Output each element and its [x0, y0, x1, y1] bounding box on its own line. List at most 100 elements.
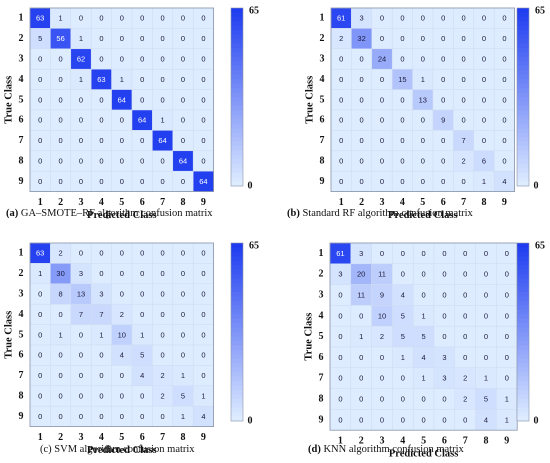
- cell-value-p4-r2-c5: 0: [422, 270, 426, 279]
- y-tick-p3-2: 2: [19, 268, 24, 279]
- cell-value-p2-r4-c5: 1: [421, 75, 425, 84]
- colorbar-segment-p4-12: [517, 291, 529, 297]
- colorbar-segment-p1-28: [231, 128, 243, 134]
- cell-value-p2-r2-c3: 0: [380, 34, 384, 43]
- colorbar-segment-p3-40: [231, 416, 243, 422]
- colorbar-segment-p4-31: [517, 376, 529, 382]
- cell-value-p2-r3-c8: 0: [482, 55, 486, 64]
- cell-value-p2-r5-c3: 0: [380, 95, 384, 104]
- caption-c-label: (c): [40, 444, 52, 455]
- cell-value-p4-r9-c9: 1: [505, 415, 509, 424]
- cell-value-p1-r4-c7: 0: [161, 75, 165, 84]
- cell-value-p4-r4-c4: 5: [401, 311, 405, 320]
- colorbar-segment-p3-7: [231, 269, 243, 275]
- colorbar-segment-p3-28: [231, 363, 243, 369]
- cell-value-p2-r1-c1: 61: [337, 14, 345, 23]
- cell-value-p3-r5-c7: 0: [161, 330, 165, 339]
- cell-value-p1-r6-c4: 0: [99, 116, 103, 125]
- cell-value-p1-r3-c3: 62: [77, 55, 85, 64]
- y-tick-p1-5: 5: [19, 94, 24, 105]
- colorbar-segment-p3-20: [231, 327, 243, 333]
- cell-value-p4-r8-c4: 0: [401, 395, 405, 404]
- cell-value-p3-r4-c5: 2: [120, 310, 124, 319]
- cell-value-p3-r7-c5: 0: [120, 371, 124, 380]
- cell-value-p2-r2-c6: 0: [441, 34, 445, 43]
- cell-value-p2-r9-c4: 0: [400, 177, 404, 186]
- x-axis-label-p4: Predicted Class: [389, 449, 459, 460]
- cell-value-p4-r9-c4: 0: [401, 415, 405, 424]
- cell-value-p2-r5-c4: 0: [400, 95, 404, 104]
- cell-value-p3-r6-c3: 0: [79, 351, 83, 360]
- cell-value-p4-r9-c3: 0: [380, 415, 384, 424]
- cell-value-p1-r5-c5: 64: [118, 95, 126, 104]
- cell-value-p2-r5-c9: 0: [502, 95, 506, 104]
- x-tick-p3-1: 1: [38, 432, 43, 443]
- cell-value-p2-r3-c9: 0: [502, 55, 506, 64]
- y-tick-p4-6: 6: [319, 352, 324, 363]
- cell-value-p2-r3-c6: 0: [441, 55, 445, 64]
- colorbar-segment-p4-22: [517, 336, 529, 342]
- y-axis-label-p1: True Class: [4, 76, 15, 124]
- x-tick-p4-1: 1: [338, 436, 343, 447]
- colorbar-segment-p3-25: [231, 349, 243, 355]
- cell-value-p4-r8-c9: 1: [505, 395, 509, 404]
- caption-b-text: Standard RF algorithm confusion matrix: [302, 208, 473, 219]
- colorbar-segment-p3-4: [231, 256, 243, 262]
- y-tick-p3-9: 9: [19, 411, 24, 422]
- cell-value-p4-r6-c4: 1: [401, 353, 405, 362]
- cell-value-p2-r1-c7: 0: [462, 14, 466, 23]
- cell-value-p3-r4-c4: 7: [99, 310, 103, 319]
- cell-value-p4-r7-c1: 0: [338, 374, 342, 383]
- x-tick-p2-3: 3: [380, 197, 385, 208]
- cell-value-p2-r9-c6: 0: [441, 177, 445, 186]
- cell-value-p4-r3-c6: 0: [442, 291, 446, 300]
- colorbar-segment-p4-17: [517, 314, 529, 320]
- colorbar-segment-p1-27: [231, 123, 243, 129]
- cell-value-p1-r2-c4: 0: [99, 34, 103, 43]
- cell-value-p3-r1-c5: 0: [120, 249, 124, 258]
- colorbar-segment-p3-1: [231, 243, 243, 248]
- cell-value-p2-r3-c3: 24: [378, 55, 386, 64]
- colorbar-segment-p4-16: [517, 309, 529, 315]
- cell-value-p3-r2-c7: 0: [161, 269, 165, 278]
- cell-value-p1-r8-c5: 0: [120, 157, 124, 166]
- cell-value-p1-r2-c6: 0: [140, 34, 144, 43]
- colorbar-segment-p4-14: [517, 300, 529, 306]
- cell-value-p3-r5-c4: 1: [99, 330, 103, 339]
- cell-value-p4-r3-c1: 0: [338, 291, 342, 300]
- cell-value-p1-r3-c6: 0: [140, 55, 144, 64]
- cell-value-p2-r8-c9: 0: [502, 157, 506, 166]
- cell-value-p4-r8-c2: 0: [359, 395, 363, 404]
- colorbar-segment-p3-22: [231, 336, 243, 342]
- colorbar-segment-p2-13: [517, 61, 529, 67]
- cell-value-p4-r9-c1: 0: [338, 415, 342, 424]
- colorbar-border-p3: [230, 242, 244, 422]
- x-tick-p1-1: 1: [38, 197, 43, 208]
- colorbar-border-p2: [516, 7, 530, 187]
- cell-value-p2-r6-c5: 0: [421, 116, 425, 125]
- cell-value-p1-r5-c6: 0: [140, 95, 144, 104]
- cell-value-p3-r4-c7: 0: [161, 310, 165, 319]
- y-tick-p1-7: 7: [19, 135, 24, 146]
- cell-value-p3-r8-c4: 0: [99, 392, 103, 401]
- cell-value-p4-r5-c6: 0: [442, 332, 446, 341]
- colorbar-segment-p2-34: [517, 154, 529, 160]
- cell-value-p4-r7-c4: 0: [401, 374, 405, 383]
- y-tick-p1-2: 2: [19, 33, 24, 44]
- colorbar-segment-p2-37: [517, 168, 529, 174]
- cell-value-p3-r4-c8: 0: [181, 310, 185, 319]
- cell-value-p2-r8-c1: 0: [339, 157, 343, 166]
- cell-value-p1-r6-c9: 0: [201, 116, 205, 125]
- colorbar-segment-p1-39: [231, 177, 243, 183]
- cell-value-p3-r4-c1: 0: [38, 310, 42, 319]
- cell-value-p3-r5-c3: 0: [79, 330, 83, 339]
- cell-value-p4-r3-c7: 0: [463, 291, 467, 300]
- colorbar-segment-p2-40: [517, 181, 529, 187]
- colorbar-segment-p3-8: [231, 274, 243, 280]
- cell-value-p3-r4-c3: 7: [79, 310, 83, 319]
- cell-value-p4-r9-c7: 0: [463, 415, 467, 424]
- colorbar-segment-p1-2: [231, 12, 243, 18]
- cell-value-p1-r3-c4: 0: [99, 55, 103, 64]
- colorbar-tick-min-p1: 0: [248, 181, 253, 192]
